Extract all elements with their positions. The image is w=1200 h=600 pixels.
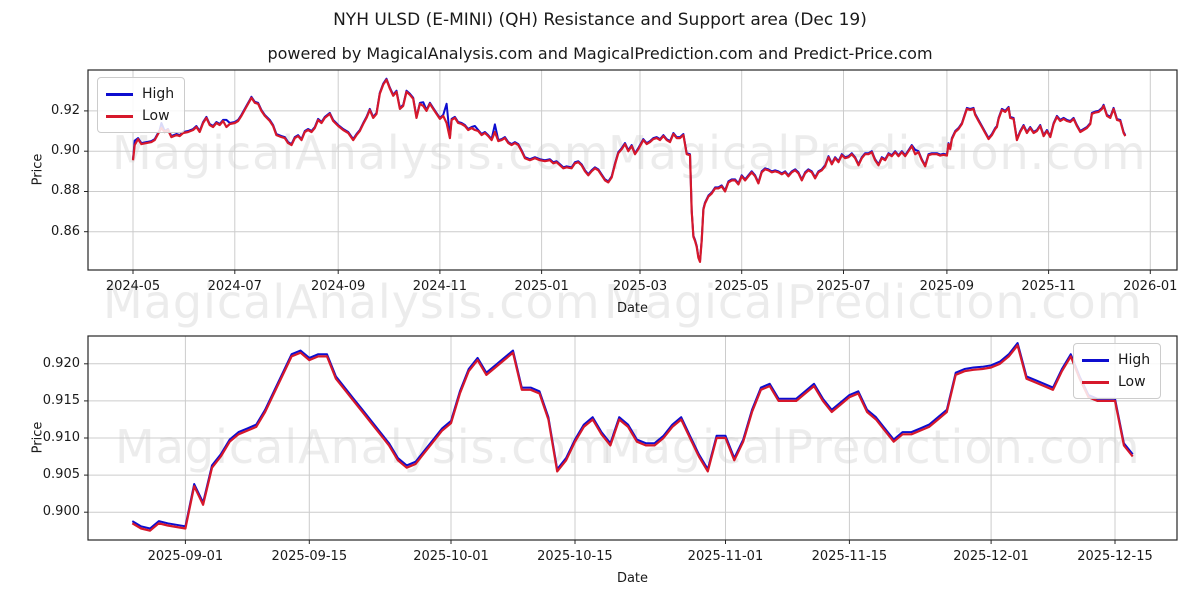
x-tick-label: 2025-11-15: [811, 549, 888, 564]
y-tick-label: 0.910: [42, 430, 80, 445]
legend-item-high: High: [1082, 349, 1150, 371]
figure-title: NYH ULSD (E-MINI) (QH) Resistance and Su…: [333, 10, 867, 30]
legend-label: Low: [142, 108, 170, 124]
legend: High Low: [1073, 343, 1162, 399]
y-axis-label: Price: [30, 421, 46, 454]
top-chart-plot-area: [84, 69, 1178, 274]
y-tick-label: 0.915: [42, 392, 80, 408]
x-tick-label: 2025-12-01: [953, 549, 1029, 564]
low-line-swatch-icon: [1082, 380, 1109, 384]
legend: High Low: [97, 77, 186, 133]
y-tick-label: 0.920: [42, 355, 80, 371]
y-tick-label: 0.905: [42, 467, 80, 483]
y-tick-label: 0.86: [51, 223, 80, 239]
legend-item-high: High: [106, 83, 174, 105]
x-axis-label: Date: [616, 301, 649, 316]
legend-item-low: Low: [106, 105, 174, 127]
x-tick-label: 2025-12-15: [1077, 549, 1153, 564]
y-tick-label: 0.88: [51, 183, 80, 199]
x-tick-label: 2025-09: [919, 279, 974, 294]
x-tick-label: 2026-01: [1123, 279, 1178, 294]
figure-subtitle: powered by MagicalAnalysis.com and Magic…: [267, 44, 933, 63]
x-tick-label: 2025-07: [816, 279, 871, 294]
y-tick-label: 0.90: [51, 143, 80, 159]
legend-label: High: [1118, 352, 1151, 368]
x-tick-label: 2025-11-01: [687, 549, 764, 564]
x-tick-label: 2025-09-01: [147, 549, 224, 564]
legend-label: Low: [1118, 374, 1146, 390]
legend-label: High: [142, 86, 175, 102]
high-line-swatch-icon: [1082, 358, 1109, 362]
x-axis-label: Date: [616, 571, 649, 586]
x-tick-label: 2025-10-15: [537, 549, 613, 564]
x-tick-label: 2024-05: [105, 279, 161, 294]
high-line-swatch-icon: [106, 92, 133, 96]
x-tick-label: 2025-10-01: [413, 549, 489, 564]
y-tick-label: 0.900: [42, 504, 80, 520]
x-tick-label: 2025-05: [714, 279, 769, 294]
x-tick-label: 2025-11: [1021, 279, 1076, 294]
bottom-chart-plot-area: [84, 335, 1178, 544]
y-axis-label: Price: [30, 153, 46, 186]
y-tick-label: 0.92: [51, 102, 80, 118]
legend-item-low: Low: [1082, 371, 1150, 393]
low-line-swatch-icon: [106, 114, 133, 118]
x-tick-label: 2024-11: [412, 279, 468, 294]
x-tick-label: 2024-07: [207, 279, 262, 294]
x-tick-label: 2025-01: [514, 279, 569, 294]
x-tick-label: 2025-09-15: [271, 549, 348, 564]
x-tick-label: 2025-03: [612, 279, 668, 294]
x-tick-label: 2024-09: [310, 279, 366, 294]
